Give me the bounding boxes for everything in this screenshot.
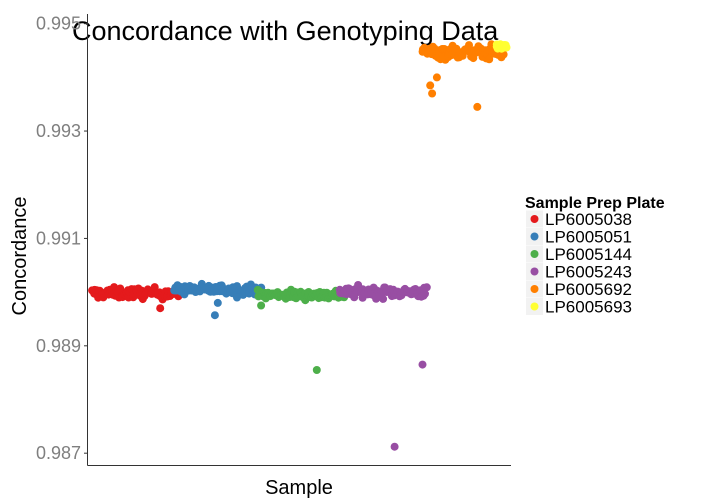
data-point-LP6005692	[432, 73, 441, 82]
legend-title: Sample Prep Plate	[525, 195, 665, 212]
x-axis-label: Sample	[265, 477, 333, 499]
data-point-LP6005038	[156, 304, 165, 313]
legend-label: LP6005051	[545, 228, 632, 247]
y-tick-label: 0.987	[36, 443, 81, 463]
data-point-LP6005144	[257, 301, 266, 310]
data-point-LP6005243	[422, 283, 431, 292]
chart-title: Concordance with Genotyping Data	[72, 16, 499, 46]
data-point-LP6005038	[116, 284, 125, 293]
y-tick-label: 0.993	[36, 121, 81, 141]
legend-key-swatch	[530, 267, 539, 276]
legend-item-LP6005692[interactable]: LP6005692	[526, 280, 632, 299]
data-point-LP6005051	[233, 293, 241, 302]
legend-key-swatch	[530, 250, 539, 258]
data-point-LP6005243	[379, 294, 388, 303]
data-point-LP6005243	[421, 289, 429, 298]
legend-item-LP6005144[interactable]: LP6005144	[526, 245, 632, 264]
legend-item-LP6005038[interactable]: LP6005038	[526, 210, 632, 229]
data-point-LP6005243	[390, 442, 399, 451]
data-points	[88, 40, 511, 451]
y-axis-ticks: 0.987 0.989 0.991 0.993 0.995	[36, 14, 88, 463]
legend-label: LP6005243	[545, 263, 632, 282]
data-point-LP6005692	[426, 81, 435, 90]
legend-key-swatch	[530, 285, 539, 293]
data-point-LP6005051	[202, 285, 211, 294]
data-point-LP6005243	[418, 360, 427, 369]
y-axis-label: Concordance	[9, 197, 31, 316]
legend-key-swatch	[530, 215, 539, 223]
data-point-LP6005693	[502, 43, 511, 52]
legend-label: LP6005038	[545, 210, 632, 229]
y-tick-label: 0.991	[36, 228, 81, 248]
y-tick-label: 0.989	[36, 336, 81, 356]
data-point-LP6005038	[150, 283, 159, 292]
legend-item-LP6005693[interactable]: LP6005693	[526, 298, 632, 317]
legend-label: LP6005144	[545, 245, 632, 264]
data-point-LP6005051	[210, 311, 219, 320]
data-point-LP6005692	[473, 102, 482, 111]
y-tick-label: 0.995	[36, 14, 81, 34]
data-point-LP6005692	[428, 89, 437, 98]
data-point-LP6005144	[312, 366, 321, 374]
legend-key-swatch	[530, 232, 539, 241]
legend[interactable]: Sample Prep Plate LP6005038LP6005051LP60…	[525, 195, 665, 317]
legend-item-LP6005051[interactable]: LP6005051	[526, 228, 632, 247]
legend-key-swatch	[530, 302, 539, 311]
data-point-LP6005692	[465, 41, 473, 50]
data-point-LP6005051	[213, 298, 222, 307]
legend-item-LP6005243[interactable]: LP6005243	[526, 263, 632, 282]
legend-label: LP6005693	[545, 298, 632, 317]
legend-label: LP6005692	[545, 280, 632, 299]
